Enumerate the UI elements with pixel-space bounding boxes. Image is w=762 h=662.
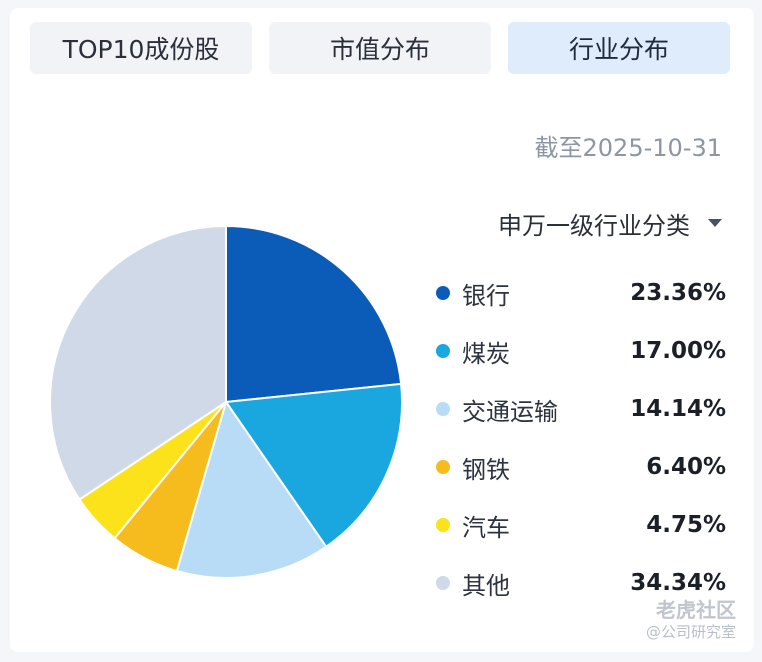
legend-item: 钢铁 6.40% — [436, 450, 726, 484]
legend-item: 银行 23.36% — [436, 276, 726, 310]
legend-label: 钢铁 — [462, 455, 510, 484]
pie-chart — [49, 224, 403, 579]
tab-market-cap-distribution[interactable]: 市值分布 — [269, 22, 491, 74]
legend-value: 14.14% — [630, 396, 726, 422]
legend-value: 4.75% — [646, 512, 726, 538]
pie-slice-5 — [49, 224, 227, 501]
legend-label: 煤炭 — [462, 339, 510, 368]
legend-dot-icon — [436, 576, 450, 590]
legend-dot-icon — [436, 518, 450, 532]
pie-slice-1 — [224, 382, 403, 549]
legend-item: 煤炭 17.00% — [436, 334, 726, 368]
legend-dot-icon — [436, 460, 450, 474]
classification-label: 申万一级行业分类 — [498, 211, 690, 240]
legend-value: 23.36% — [630, 280, 726, 306]
legend-value: 6.40% — [646, 454, 726, 480]
legend-dot-icon — [436, 286, 450, 300]
legend-value: 34.34% — [630, 570, 726, 596]
legend-label: 其他 — [462, 571, 510, 600]
caret-down-icon — [708, 219, 722, 227]
tab-industry-distribution[interactable]: 行业分布 — [508, 22, 730, 74]
tab-top10-holdings[interactable]: TOP10成份股 — [30, 22, 252, 74]
watermark-sub: @公司研究室 — [645, 622, 736, 641]
legend-label: 银行 — [462, 281, 510, 310]
legend-label: 交通运输 — [462, 397, 558, 426]
legend-item: 汽车 4.75% — [436, 508, 726, 542]
legend-item: 交通运输 14.14% — [436, 392, 726, 426]
watermark: 老虎社区 @公司研究室 — [646, 597, 736, 643]
pie-slice-0 — [225, 224, 403, 404]
industry-distribution-card: TOP10成份股 市值分布 行业分布 截至2025-10-31 申万一级行业分类… — [10, 8, 754, 652]
watermark-main: 老虎社区 — [656, 597, 736, 622]
legend-value: 17.00% — [630, 338, 726, 364]
legend-label: 汽车 — [462, 513, 510, 542]
legend-item: 其他 34.34% — [436, 566, 726, 600]
as-of-date: 截至2025-10-31 — [534, 134, 722, 162]
classification-dropdown[interactable]: 申万一级行业分类 — [498, 206, 722, 240]
legend-dot-icon — [436, 344, 450, 358]
legend-dot-icon — [436, 402, 450, 416]
